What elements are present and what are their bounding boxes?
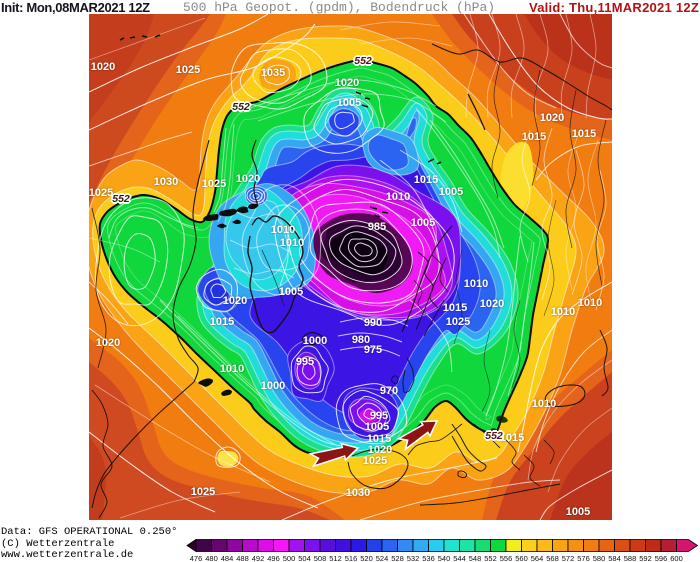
svg-text:1025: 1025 — [89, 187, 113, 199]
svg-text:1020: 1020 — [223, 295, 247, 307]
svg-text:524: 524 — [376, 554, 389, 562]
svg-text:508: 508 — [314, 554, 327, 562]
svg-text:985: 985 — [368, 221, 386, 233]
svg-text:1010: 1010 — [280, 237, 304, 249]
svg-text:592: 592 — [639, 554, 652, 562]
svg-text:512: 512 — [329, 554, 342, 562]
svg-text:1020: 1020 — [96, 337, 120, 349]
svg-text:532: 532 — [407, 554, 420, 562]
svg-text:1020: 1020 — [368, 444, 392, 456]
svg-text:1010: 1010 — [551, 306, 575, 318]
svg-text:1020: 1020 — [540, 112, 564, 124]
svg-text:560: 560 — [515, 554, 528, 562]
svg-text:496: 496 — [267, 554, 280, 562]
svg-text:500: 500 — [283, 554, 296, 562]
svg-text:1020: 1020 — [91, 61, 115, 73]
svg-text:995: 995 — [296, 356, 314, 368]
svg-text:552: 552 — [485, 430, 503, 442]
svg-text:1015: 1015 — [572, 128, 596, 140]
svg-text:1015: 1015 — [500, 432, 524, 444]
svg-text:480: 480 — [205, 554, 218, 562]
svg-text:552: 552 — [112, 193, 130, 205]
svg-text:576: 576 — [577, 554, 590, 562]
svg-text:572: 572 — [562, 554, 575, 562]
svg-text:484: 484 — [221, 554, 234, 562]
svg-text:1025: 1025 — [191, 486, 215, 498]
svg-text:1010: 1010 — [220, 363, 244, 375]
svg-text:1010: 1010 — [578, 297, 602, 309]
svg-text:1015: 1015 — [443, 302, 467, 314]
svg-text:552: 552 — [484, 554, 497, 562]
svg-text:980: 980 — [352, 334, 370, 346]
svg-text:492: 492 — [252, 554, 265, 562]
svg-text:1010: 1010 — [532, 398, 556, 410]
svg-text:476: 476 — [190, 554, 203, 562]
svg-text:1025: 1025 — [363, 455, 387, 467]
svg-text:544: 544 — [453, 554, 466, 562]
svg-text:1015: 1015 — [367, 433, 391, 445]
svg-text:552: 552 — [232, 101, 250, 113]
svg-text:504: 504 — [298, 554, 311, 562]
svg-text:584: 584 — [608, 554, 621, 562]
svg-text:600: 600 — [670, 554, 683, 562]
svg-text:540: 540 — [438, 554, 451, 562]
svg-text:1020: 1020 — [480, 298, 504, 310]
svg-text:970: 970 — [380, 385, 398, 397]
svg-text:568: 568 — [546, 554, 559, 562]
svg-text:995: 995 — [370, 410, 388, 422]
svg-text:528: 528 — [391, 554, 404, 562]
svg-text:1020: 1020 — [335, 77, 359, 89]
svg-text:1000: 1000 — [261, 380, 285, 392]
svg-text:596: 596 — [655, 554, 668, 562]
svg-text:548: 548 — [469, 554, 482, 562]
svg-text:1025: 1025 — [176, 64, 200, 76]
svg-text:1005: 1005 — [439, 186, 463, 198]
svg-text:1015: 1015 — [210, 316, 234, 328]
svg-text:990: 990 — [364, 317, 382, 329]
svg-text:1005: 1005 — [365, 421, 389, 433]
svg-text:1025: 1025 — [202, 178, 226, 190]
svg-text:1030: 1030 — [154, 176, 178, 188]
svg-text:588: 588 — [624, 554, 637, 562]
svg-text:1005: 1005 — [337, 97, 361, 109]
svg-text:1035: 1035 — [261, 67, 285, 79]
svg-text:552: 552 — [354, 55, 372, 67]
svg-text:1020: 1020 — [236, 173, 260, 185]
svg-text:1015: 1015 — [414, 174, 438, 186]
svg-text:1005: 1005 — [566, 506, 590, 518]
svg-text:488: 488 — [236, 554, 249, 562]
svg-text:1000: 1000 — [303, 335, 327, 347]
svg-text:580: 580 — [593, 554, 606, 562]
svg-text:536: 536 — [422, 554, 435, 562]
svg-text:1005: 1005 — [411, 217, 435, 229]
svg-text:520: 520 — [360, 554, 373, 562]
svg-text:1005: 1005 — [279, 286, 303, 298]
svg-text:1010: 1010 — [386, 191, 410, 203]
svg-text:975: 975 — [364, 344, 382, 356]
svg-text:556: 556 — [500, 554, 513, 562]
svg-text:1010: 1010 — [271, 224, 295, 236]
svg-text:1015: 1015 — [522, 131, 546, 143]
svg-text:516: 516 — [345, 554, 358, 562]
svg-text:1030: 1030 — [346, 487, 370, 499]
svg-text:1025: 1025 — [446, 316, 470, 328]
svg-text:564: 564 — [531, 554, 544, 562]
svg-text:1010: 1010 — [464, 278, 488, 290]
